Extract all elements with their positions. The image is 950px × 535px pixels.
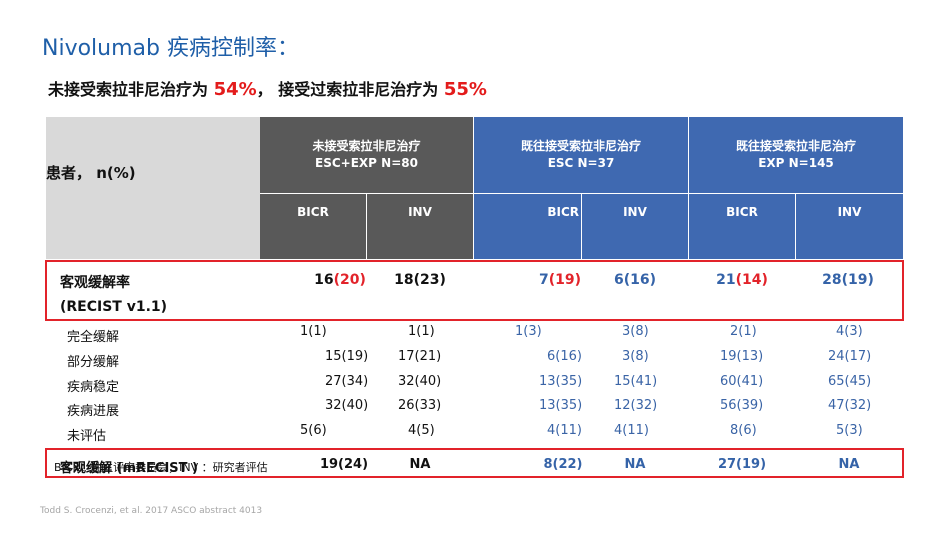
table-cell: 6(16) bbox=[547, 349, 582, 364]
citation: Todd S. Crocenzi, et al. 2017 ASCO abstr… bbox=[40, 506, 263, 516]
table-cell: 4(11) bbox=[614, 423, 649, 438]
table-cell: 3(8) bbox=[622, 349, 649, 364]
table-cell: 24(17) bbox=[828, 349, 872, 364]
row-label-stable-disease: 疾病稳定 bbox=[67, 380, 120, 395]
orr-value-1: 16(20) bbox=[314, 272, 366, 288]
mrecist-value-1: 19(24) bbox=[319, 457, 369, 472]
table-cell: 65(45) bbox=[828, 374, 872, 389]
table-cell: 26(33) bbox=[398, 398, 442, 413]
table-cell: 4(5) bbox=[408, 423, 435, 438]
mrecist-value-4: NA bbox=[624, 457, 646, 472]
table-cell: 5(3) bbox=[836, 423, 863, 438]
group-header-prior-sorafenib-exp: 既往接受索拉非尼治疗 EXP N=145 bbox=[689, 117, 903, 193]
table-cell: 4(3) bbox=[836, 324, 863, 339]
subheader-inv-2: INV bbox=[582, 194, 688, 259]
table-cell: 47(32) bbox=[828, 398, 872, 413]
subtitle-pct-1: 54% bbox=[213, 79, 257, 100]
footnote: BICR：独立评审委员会；INV ：研究者评估 bbox=[54, 461, 268, 474]
mrecist-value-6: NA bbox=[838, 457, 860, 472]
orr-value-6: 28(19) bbox=[822, 272, 874, 288]
group-1-line1: 未接受索拉非尼治疗 bbox=[312, 139, 421, 153]
table-cell: 15(41) bbox=[614, 374, 658, 389]
table-cell: 5(6) bbox=[300, 423, 327, 438]
orr-value-3: 7(19) bbox=[538, 272, 582, 288]
patients-label: 患者， n(%) bbox=[46, 164, 136, 182]
table-cell: 32(40) bbox=[398, 374, 442, 389]
mrecist-value-3: 8(22) bbox=[543, 457, 583, 472]
group-2-line1: 既往接受索拉非尼治疗 bbox=[520, 139, 641, 153]
subtitle-text-1: 未接受索拉非尼治疗为 bbox=[48, 80, 214, 99]
group-2-line2: ESC N=37 bbox=[547, 156, 615, 170]
row-label-progressive-disease: 疾病进展 bbox=[67, 404, 120, 419]
subtitle-text-2: ， 接受过索拉非尼治疗为 bbox=[256, 80, 444, 99]
table-cell: 12(32) bbox=[614, 398, 658, 413]
table-cell: 17(21) bbox=[398, 349, 442, 364]
orr-label-line1: 客观缓解率 bbox=[60, 275, 130, 291]
table-cell: 27(34) bbox=[325, 374, 369, 389]
subtitle: 未接受索拉非尼治疗为 54%， 接受过索拉非尼治疗为 55% bbox=[48, 76, 487, 100]
orr-label-line2: (RECIST v1.1) bbox=[60, 299, 168, 315]
row-label-partial-response: 部分缓解 bbox=[67, 355, 120, 370]
patients-header-cell bbox=[46, 117, 260, 259]
subheader-bicr-2: BICR bbox=[474, 194, 581, 259]
table-cell: 3(8) bbox=[622, 324, 649, 339]
table-cell: 19(13) bbox=[720, 349, 764, 364]
mrecist-label: 客观缓解 (mRECIST ) bbox=[60, 461, 198, 476]
group-header-prior-sorafenib-esc: 既往接受索拉非尼治疗 ESC N=37 bbox=[474, 117, 688, 193]
group-3-line2: EXP N=145 bbox=[758, 156, 834, 170]
subheader-inv-1: INV bbox=[367, 194, 473, 259]
orr-value-2: 18(23) bbox=[394, 272, 446, 288]
table-cell: 1(1) bbox=[408, 324, 435, 339]
subheader-bicr-3: BICR bbox=[689, 194, 795, 259]
table-cell: 2(1) bbox=[730, 324, 757, 339]
orr-highlight-box bbox=[45, 260, 904, 321]
orr-value-5: 21(14) bbox=[716, 272, 768, 288]
table-cell: 56(39) bbox=[720, 398, 764, 413]
subtitle-pct-2: 55% bbox=[443, 79, 487, 100]
group-3-line1: 既往接受索拉非尼治疗 bbox=[735, 139, 856, 153]
table-cell: 13(35) bbox=[539, 374, 583, 389]
group-header-no-sorafenib: 未接受索拉非尼治疗 ESC+EXP N=80 bbox=[260, 117, 473, 193]
table-cell: 8(6) bbox=[730, 423, 757, 438]
mrecist-value-5: 27(19) bbox=[717, 457, 767, 472]
table-cell: 13(35) bbox=[539, 398, 583, 413]
group-1-line2: ESC+EXP N=80 bbox=[315, 156, 418, 170]
page-title: Nivolumab 疾病控制率： bbox=[42, 36, 299, 61]
mrecist-highlight-box bbox=[45, 448, 904, 478]
mrecist-value-2: NA bbox=[409, 457, 431, 472]
table-cell: 15(19) bbox=[325, 349, 369, 364]
table-cell: 1(1) bbox=[300, 324, 327, 339]
table-cell: 4(11) bbox=[547, 423, 582, 438]
subheader-inv-3: INV bbox=[796, 194, 903, 259]
table-cell: 60(41) bbox=[720, 374, 764, 389]
table-cell: 32(40) bbox=[325, 398, 369, 413]
orr-value-4: 6(16) bbox=[613, 272, 657, 288]
subheader-bicr-1: BICR bbox=[260, 194, 366, 259]
row-label-complete-response: 完全缓解 bbox=[67, 330, 120, 345]
table-cell: 1(3) bbox=[515, 324, 542, 339]
row-label-not-evaluable: 未评估 bbox=[67, 429, 107, 444]
